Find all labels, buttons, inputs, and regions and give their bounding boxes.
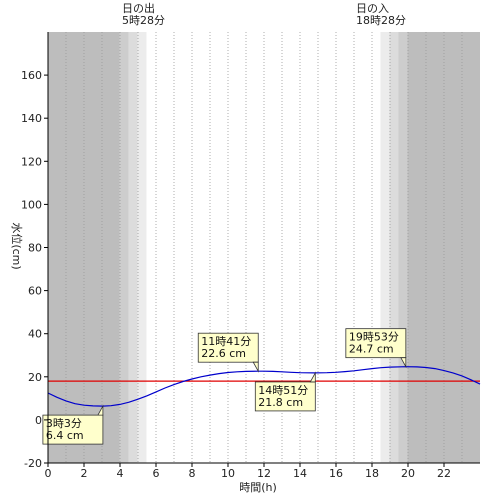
dawn-band-light (137, 32, 147, 463)
annotation-time: 3時3分 (46, 417, 82, 430)
sunrise-time: 5時28分 (122, 14, 165, 27)
annotation-pointer (309, 371, 316, 383)
night-band (48, 32, 120, 463)
y-tick-label: 40 (28, 328, 42, 341)
dusk-band-dark (398, 32, 408, 463)
x-tick-label: 8 (189, 467, 196, 480)
x-tick-label: 0 (45, 467, 52, 480)
daylight-bands (48, 32, 480, 463)
x-tick-label: 2 (81, 467, 88, 480)
dawn-band-dark (119, 32, 129, 463)
sunset-time: 18時28分 (356, 14, 406, 27)
y-tick-label: 80 (28, 242, 42, 255)
annotation-pointer (252, 361, 259, 373)
x-tick-label: 22 (437, 467, 451, 480)
x-tick-label: 18 (365, 467, 379, 480)
sun-labels: 日の出 5時28分 日の入 18時28分 (122, 1, 406, 27)
x-tick-label: 16 (329, 467, 343, 480)
dusk-band-light (380, 32, 390, 463)
annotation-box (42, 414, 104, 445)
y-tick-label: 140 (21, 112, 42, 125)
annotation-time: 11時41分 (201, 335, 251, 348)
x-tick-label: 12 (257, 467, 271, 480)
annotation-value: 21.8 cm (258, 396, 303, 409)
annotation-box (197, 332, 259, 363)
sunset-label: 日の入 (356, 2, 389, 15)
annotation-value: 6.4 cm (46, 429, 84, 442)
annotation-time: 19時53分 (349, 331, 399, 344)
x-tick-label: 4 (117, 467, 124, 480)
sunrise-label: 日の出 (122, 1, 155, 15)
annotation-pointer (97, 404, 104, 416)
x-tick-label: 14 (293, 467, 307, 480)
x-tick-label: 20 (401, 467, 415, 480)
y-tick-label: 100 (21, 198, 42, 211)
x-tick-label: 6 (153, 467, 160, 480)
annotation-pointer (400, 357, 407, 369)
y-tick-label: 120 (21, 155, 42, 168)
dawn-band-mid (128, 32, 138, 463)
y-tick-label: 160 (21, 69, 42, 82)
annotation-value: 24.7 cm (349, 343, 394, 356)
night-band (407, 32, 480, 463)
annotation-box (254, 381, 316, 412)
annotation-time: 14時51分 (258, 384, 308, 397)
annotation-box (345, 328, 407, 359)
dusk-band-mid (389, 32, 399, 463)
y-tick-label: 20 (28, 371, 42, 384)
x-axis-title: 時間(h) (239, 481, 277, 494)
annotation-value: 22.6 cm (201, 347, 246, 360)
y-axis-title: 水位(cm) (10, 222, 24, 269)
y-tick-label: -20 (24, 457, 42, 470)
y-tick-label: 0 (35, 414, 42, 427)
x-tick-label: 10 (221, 467, 235, 480)
y-tick-label: 60 (28, 285, 42, 298)
